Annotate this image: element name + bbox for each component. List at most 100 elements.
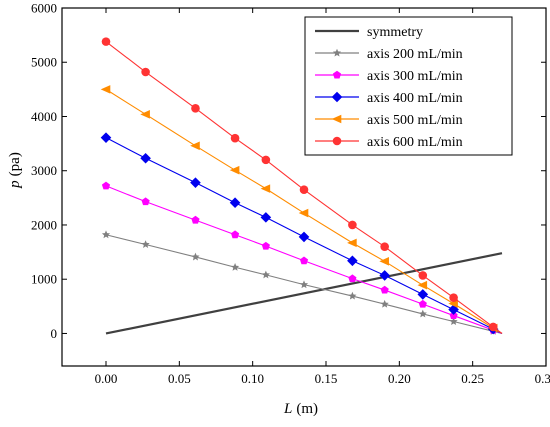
data-point bbox=[190, 177, 201, 188]
plot-frame bbox=[61, 7, 547, 367]
series-line bbox=[105, 41, 503, 334]
data-point bbox=[229, 165, 240, 175]
data-point bbox=[191, 252, 200, 261]
data-point bbox=[347, 238, 357, 248]
data-point bbox=[417, 280, 428, 290]
x-tick-label: 0.10 bbox=[241, 371, 264, 386]
data-point bbox=[379, 270, 390, 281]
data-point bbox=[140, 110, 150, 119]
series-line bbox=[105, 137, 503, 334]
data-point bbox=[299, 185, 309, 195]
legend-label: axis 600 mL/min bbox=[367, 135, 463, 150]
data-point bbox=[190, 141, 200, 151]
data-point bbox=[261, 270, 270, 279]
x-tick-label: 0.00 bbox=[95, 371, 118, 386]
data-point bbox=[191, 215, 200, 224]
legend: symmetry axis 200 mL/min axis 300 mL/min ax… bbox=[304, 16, 513, 156]
data-point bbox=[449, 311, 458, 320]
y-tick-label: 6000 bbox=[31, 1, 57, 16]
data-point bbox=[332, 70, 342, 79]
data-point bbox=[348, 220, 357, 230]
data-point bbox=[380, 242, 389, 251]
data-point bbox=[448, 304, 459, 315]
series-line bbox=[105, 234, 503, 334]
series-layer bbox=[100, 37, 503, 335]
y-tick-label: 5000 bbox=[31, 55, 57, 70]
data-point bbox=[230, 133, 240, 143]
data-point bbox=[348, 274, 357, 283]
legend-item: axis 500 mL/min bbox=[315, 113, 463, 128]
data-point bbox=[332, 136, 342, 146]
series-0 bbox=[105, 252, 503, 335]
y-tick-label: 3000 bbox=[31, 163, 57, 178]
series-2 bbox=[101, 181, 503, 334]
legend-item: symmetry bbox=[315, 25, 423, 40]
data-point bbox=[260, 184, 271, 193]
data-point bbox=[230, 230, 240, 239]
data-point bbox=[260, 212, 272, 223]
x-tick-label: 0.20 bbox=[388, 371, 411, 386]
series-line bbox=[105, 88, 503, 334]
data-point bbox=[449, 293, 458, 302]
legend-label: symmetry bbox=[367, 25, 423, 40]
data-point bbox=[379, 257, 389, 266]
data-point bbox=[229, 197, 241, 209]
y-axis-var: p bbox=[7, 180, 23, 189]
data-point bbox=[380, 299, 389, 308]
data-point bbox=[100, 132, 112, 143]
y-tick-label: 2000 bbox=[31, 217, 57, 232]
y-axis-title: p (pa) bbox=[7, 152, 23, 189]
data-point bbox=[418, 271, 428, 280]
data-point bbox=[101, 181, 111, 190]
data-point bbox=[299, 280, 309, 289]
legend-item: axis 600 mL/min bbox=[315, 135, 463, 150]
data-point bbox=[298, 231, 310, 243]
y-tick-label: 4000 bbox=[31, 109, 57, 124]
legend-item: axis 200 mL/min bbox=[315, 47, 463, 62]
x-tick-label: 0.05 bbox=[168, 371, 191, 386]
x-tick-label: 0.25 bbox=[461, 371, 484, 386]
x-tick-label: 0.15 bbox=[315, 371, 338, 386]
data-point bbox=[100, 85, 111, 94]
data-point bbox=[299, 256, 309, 265]
data-point bbox=[488, 322, 498, 332]
legend-box bbox=[304, 16, 513, 156]
legend-item: axis 300 mL/min bbox=[315, 69, 463, 84]
data-point bbox=[141, 240, 150, 248]
data-point bbox=[449, 317, 458, 325]
data-point bbox=[261, 241, 270, 250]
data-point bbox=[331, 91, 343, 103]
legend-label: axis 300 mL/min bbox=[367, 69, 463, 84]
data-point bbox=[230, 262, 240, 271]
axis-ticks: 0.00 0.05 0.10 0.15 0.20 0.25 0.30 0 1000 2000 300… bbox=[31, 1, 550, 387]
series-5 bbox=[101, 37, 503, 334]
y-axis-unit: (pa) bbox=[7, 152, 23, 176]
data-point bbox=[141, 197, 150, 206]
data-point bbox=[418, 309, 427, 318]
legend-label: axis 500 mL/min bbox=[367, 113, 463, 128]
data-point bbox=[101, 37, 111, 46]
legend-item: axis 400 mL/min bbox=[315, 91, 463, 106]
data-point bbox=[331, 114, 342, 124]
legend-label: axis 200 mL/min bbox=[367, 47, 463, 62]
data-point bbox=[101, 230, 111, 239]
data-point bbox=[261, 155, 271, 165]
data-point bbox=[417, 289, 429, 300]
x-axis-var: L bbox=[283, 401, 292, 417]
data-point bbox=[380, 285, 389, 294]
data-point bbox=[332, 48, 342, 57]
series-3 bbox=[100, 132, 503, 335]
series-line bbox=[105, 185, 503, 334]
x-axis-unit: (m) bbox=[296, 401, 318, 417]
data-point bbox=[191, 104, 200, 113]
x-tick-label: 0.30 bbox=[535, 371, 550, 386]
data-point bbox=[298, 208, 309, 218]
data-point bbox=[348, 291, 357, 300]
plot-border bbox=[61, 7, 547, 367]
series-1 bbox=[101, 230, 503, 335]
data-point bbox=[141, 67, 150, 77]
x-axis-title: L (m) bbox=[283, 401, 318, 417]
data-point bbox=[418, 299, 427, 308]
